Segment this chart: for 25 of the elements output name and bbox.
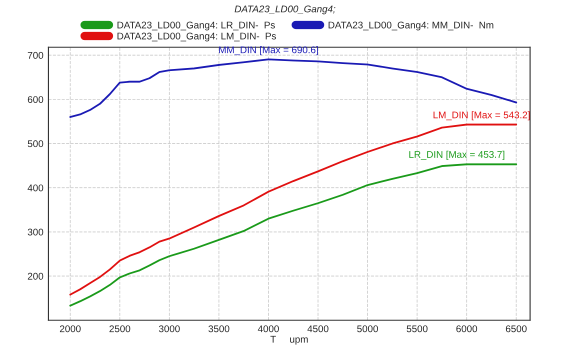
- x-tick-label: 6500: [506, 325, 527, 332]
- y-tick-label: 700: [28, 52, 44, 59]
- legend-label: DATA23_LD00_Gang4: MM_DIN- Nm: [328, 22, 494, 30]
- y-tick-label: 400: [28, 184, 44, 192]
- line-series: [69, 163, 518, 307]
- x-tick-label: 3500: [208, 325, 230, 332]
- annotation: LR_DIN [Max = 453.7]: [409, 150, 504, 160]
- x-tick-label: 5000: [357, 325, 378, 332]
- x-axis-title: T upm: [270, 336, 308, 345]
- x-tick-label: 6000: [456, 325, 478, 332]
- chart-title: DATA23_LD00_Gang4;: [234, 6, 336, 14]
- annotation: MM_DIN [Max = 690.6]: [219, 46, 318, 56]
- y-tick-label: 300: [28, 228, 44, 236]
- legend-label: DATA23_LD00_Gang4: LM_DIN- Ps: [118, 32, 276, 42]
- y-tick-label: 600: [28, 96, 44, 103]
- x-tick-label: 4500: [307, 325, 328, 332]
- x-tick-label: 2000: [60, 325, 81, 332]
- x-tick-label: 3000: [158, 325, 180, 332]
- x-tick-label: 5500: [406, 325, 428, 332]
- y-tick-label: 500: [28, 140, 44, 148]
- x-tick-label: 4000: [258, 325, 279, 332]
- x-tick-label: 2500: [109, 325, 130, 332]
- line-series: [69, 124, 518, 296]
- legend-label: DATA23_LD00_Gang4: LR_DIN- Ps: [118, 22, 275, 30]
- y-tick-label: 200: [28, 272, 44, 280]
